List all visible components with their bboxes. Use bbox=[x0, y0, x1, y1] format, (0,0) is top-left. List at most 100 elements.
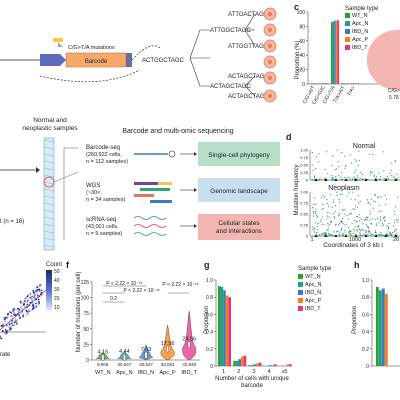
d-point bbox=[378, 233, 380, 235]
d-point bbox=[368, 201, 370, 203]
d-point bbox=[315, 210, 317, 212]
c-ytick-label: 40 bbox=[299, 53, 305, 59]
d-point bbox=[369, 219, 371, 221]
c-bar bbox=[341, 83, 343, 84]
d-point bbox=[365, 224, 368, 226]
d-point bbox=[312, 179, 314, 181]
density-point bbox=[18, 315, 21, 318]
d-ytick-label: 1.00 bbox=[300, 190, 309, 195]
density-point bbox=[37, 298, 40, 301]
d-point bbox=[356, 229, 358, 231]
f-median-label: 17.56 bbox=[161, 341, 175, 347]
d-marker-icon bbox=[354, 234, 358, 237]
d-point bbox=[316, 229, 318, 231]
read-bar bbox=[140, 188, 170, 191]
d-point bbox=[346, 215, 348, 217]
density-points bbox=[0, 284, 43, 340]
d-point bbox=[378, 222, 380, 224]
cell-nucleus bbox=[268, 94, 272, 98]
d-point bbox=[378, 235, 380, 237]
d-point bbox=[358, 228, 360, 231]
c-ytick-label: 100 bbox=[297, 10, 306, 16]
h-ylabel: Proportion bbox=[352, 306, 358, 334]
d-point bbox=[387, 231, 389, 233]
d-point bbox=[348, 226, 350, 229]
tissue-texture bbox=[43, 139, 55, 248]
d-point bbox=[355, 205, 357, 207]
g-bar bbox=[223, 290, 226, 366]
d-point bbox=[395, 228, 397, 230]
d-point bbox=[363, 219, 366, 221]
d-point bbox=[313, 197, 315, 199]
d-point bbox=[329, 212, 331, 214]
d-point bbox=[380, 210, 383, 212]
density-point bbox=[0, 335, 2, 338]
d-point bbox=[372, 153, 374, 155]
g-bar bbox=[238, 359, 241, 366]
d-point bbox=[359, 235, 361, 237]
d-ytick-label: 0 bbox=[306, 178, 309, 183]
h-bar bbox=[379, 290, 382, 366]
d-ytick-label: 1.00 bbox=[300, 148, 309, 153]
d-point bbox=[337, 161, 339, 163]
sequence-3b: ACTAGCTAGT bbox=[228, 94, 268, 100]
d-point bbox=[389, 232, 392, 234]
tissue-fold bbox=[43, 195, 55, 199]
method-3-detail2: n = 9 samples) bbox=[86, 231, 122, 237]
g-xlabel-l2: barcode bbox=[241, 383, 263, 389]
panel-d: d Normal Neoplasm Mutation frequency Coo… bbox=[286, 132, 400, 249]
d-point bbox=[340, 179, 342, 181]
tissue-fold bbox=[43, 181, 55, 185]
d-point bbox=[366, 219, 368, 221]
d-point bbox=[328, 216, 330, 218]
d-point bbox=[359, 177, 361, 179]
d-point bbox=[319, 233, 321, 236]
d-point bbox=[332, 179, 334, 181]
read-bar bbox=[134, 182, 158, 185]
d-point bbox=[386, 175, 389, 177]
d-point bbox=[365, 229, 367, 232]
g-legend-swatch bbox=[298, 306, 303, 311]
density-point bbox=[38, 289, 41, 292]
panel-letter-f: f bbox=[66, 260, 70, 270]
d-point bbox=[313, 175, 316, 177]
d-point bbox=[323, 179, 325, 181]
d-ylabel: Mutation frequency bbox=[294, 164, 300, 215]
density-point bbox=[3, 318, 6, 321]
tissue-fold bbox=[43, 188, 55, 192]
barcode-flank bbox=[126, 53, 132, 67]
g-bar bbox=[286, 364, 290, 366]
g-xtick-label: 1 bbox=[222, 369, 225, 375]
d-point bbox=[313, 232, 315, 234]
d-point bbox=[320, 197, 322, 199]
d-point bbox=[322, 207, 324, 210]
d-point bbox=[318, 179, 321, 181]
d-point bbox=[379, 178, 382, 181]
d-point bbox=[393, 221, 396, 224]
d-xlabel: Coordinates of 3 kb l bbox=[323, 242, 383, 249]
c-bar bbox=[351, 83, 353, 84]
branch-1a bbox=[244, 13, 256, 31]
d-point bbox=[367, 234, 369, 236]
branch-1c bbox=[244, 29, 256, 47]
d-point bbox=[315, 204, 317, 206]
d-ytick-label: 0.50 bbox=[300, 163, 309, 168]
d-point bbox=[333, 217, 336, 219]
d-point bbox=[312, 228, 314, 230]
d-ytick-label: 0.75 bbox=[300, 201, 309, 206]
d-point bbox=[356, 230, 358, 232]
d-point bbox=[354, 172, 356, 174]
d-point bbox=[382, 217, 385, 219]
d-point bbox=[312, 207, 314, 209]
d-point bbox=[350, 179, 353, 181]
c-legend-swatch bbox=[345, 37, 350, 42]
d-point bbox=[343, 213, 345, 215]
d-point bbox=[348, 232, 350, 234]
method-2-detail1: (~30×, bbox=[86, 190, 102, 196]
f-xtick-label: Apc_N bbox=[116, 370, 133, 376]
d-point bbox=[315, 156, 317, 158]
h-ytick-label: 1.0 bbox=[362, 278, 369, 284]
c-bar bbox=[325, 83, 328, 84]
density-point bbox=[15, 323, 18, 325]
d-ytick-label: 0.25 bbox=[300, 223, 309, 228]
